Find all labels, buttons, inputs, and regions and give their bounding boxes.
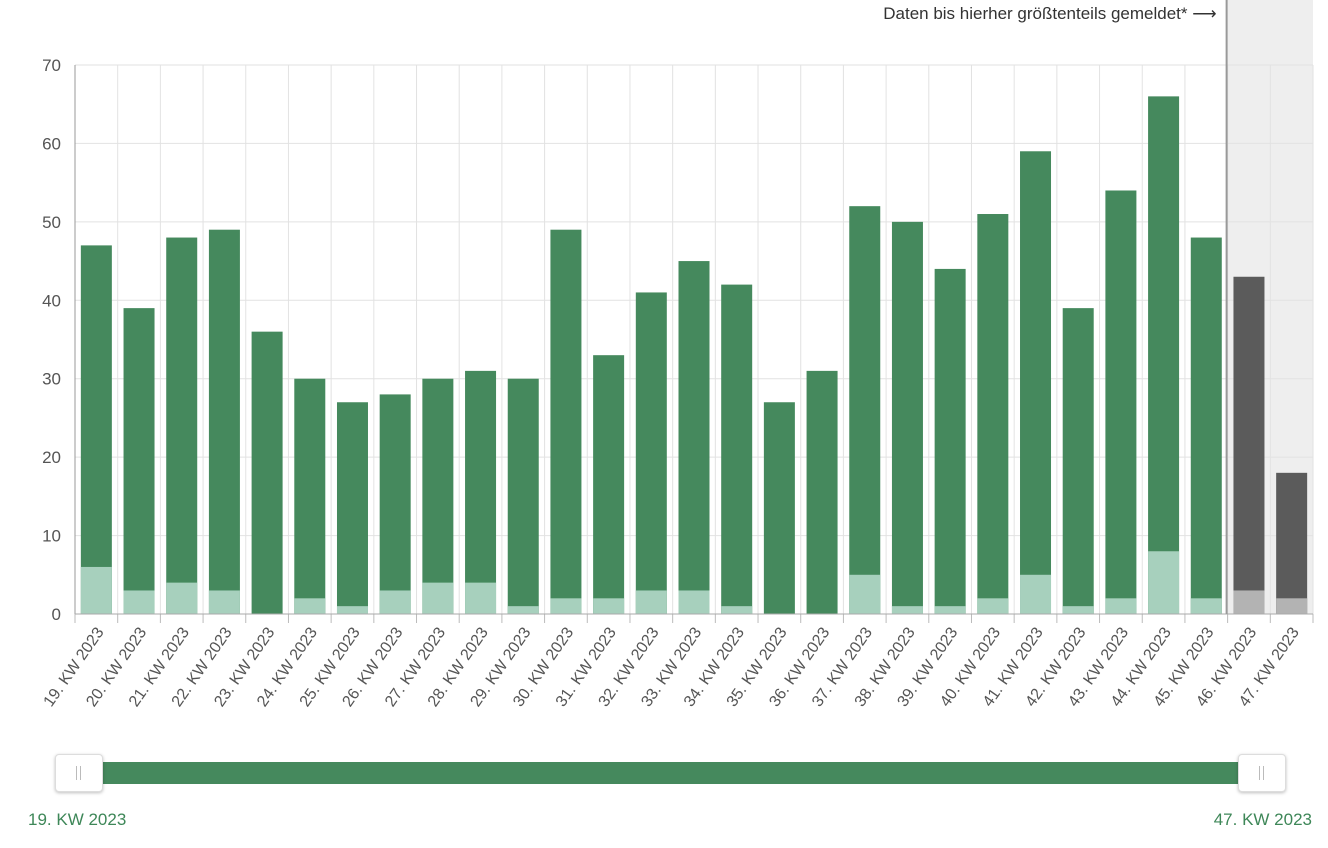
bar-total bbox=[123, 308, 155, 614]
y-tick-label: 0 bbox=[52, 605, 61, 624]
bar-total bbox=[763, 402, 795, 614]
y-tick-label: 60 bbox=[42, 134, 61, 153]
bar-lower-segment bbox=[507, 606, 539, 614]
bar-total bbox=[166, 237, 198, 615]
range-end-label: 47. KW 2023 bbox=[1213, 810, 1312, 829]
bar-lower-segment bbox=[166, 582, 198, 614]
bar-total bbox=[977, 214, 1009, 614]
bar-total bbox=[550, 229, 582, 614]
bar-total bbox=[379, 394, 411, 614]
bar-lower-segment bbox=[721, 606, 753, 614]
range-start-handle[interactable] bbox=[55, 754, 103, 792]
range-start-label: 19. KW 2023 bbox=[28, 810, 127, 829]
bar-total bbox=[1276, 472, 1308, 614]
bar-lower-segment bbox=[891, 606, 923, 614]
bar-total bbox=[849, 206, 881, 614]
y-tick-label: 40 bbox=[42, 291, 61, 310]
bar-lower-segment bbox=[550, 598, 582, 614]
bar-lower-segment bbox=[977, 598, 1009, 614]
bar-lower-segment bbox=[1190, 598, 1222, 614]
bar-total bbox=[1020, 151, 1052, 614]
bar-lower-segment bbox=[1276, 598, 1308, 614]
bar-lower-segment bbox=[1105, 598, 1137, 614]
bar-lower-segment bbox=[422, 582, 454, 614]
bar-lower-segment bbox=[635, 590, 667, 614]
reporting-annotation: Daten bis hierher größtenteils gemeldet*… bbox=[883, 4, 1216, 23]
bar-total bbox=[422, 378, 454, 614]
bar-total bbox=[806, 370, 838, 614]
bar-lower-segment bbox=[123, 590, 155, 614]
bar-lower-segment bbox=[379, 590, 411, 614]
range-end-handle[interactable] bbox=[1238, 754, 1286, 792]
bar-lower-segment bbox=[1148, 551, 1180, 614]
y-tick-label: 30 bbox=[42, 370, 61, 389]
y-tick-label: 50 bbox=[42, 213, 61, 232]
bar-total bbox=[294, 378, 326, 614]
grip-line-icon bbox=[80, 766, 81, 780]
y-tick-label: 20 bbox=[42, 448, 61, 467]
grip-line-icon bbox=[1259, 766, 1260, 780]
bar-lower-segment bbox=[208, 590, 240, 614]
bar-total bbox=[1190, 237, 1222, 615]
bar-lower-segment bbox=[934, 606, 966, 614]
bar-lower-segment bbox=[1233, 590, 1265, 614]
bar-total bbox=[635, 292, 667, 614]
bar-lower-segment bbox=[849, 574, 881, 614]
bar-lower-segment bbox=[294, 598, 326, 614]
bar-lower-segment bbox=[80, 566, 112, 614]
bar-total bbox=[678, 261, 710, 614]
range-slider-track[interactable] bbox=[78, 762, 1262, 784]
bar-lower-segment bbox=[1020, 574, 1052, 614]
bar-lower-segment bbox=[1062, 606, 1094, 614]
bar-total bbox=[465, 370, 497, 614]
bar-total bbox=[1105, 190, 1137, 614]
bar-lower-segment bbox=[678, 590, 710, 614]
bar-total bbox=[80, 245, 112, 614]
bar-lower-segment bbox=[465, 582, 497, 614]
bar-total bbox=[1233, 276, 1265, 614]
bar-total bbox=[934, 268, 966, 614]
bar-total bbox=[1062, 308, 1094, 614]
bar-lower-segment bbox=[593, 598, 625, 614]
bar-total bbox=[251, 331, 283, 614]
bar-total bbox=[891, 221, 923, 614]
y-tick-label: 70 bbox=[42, 56, 61, 75]
bar-total bbox=[208, 229, 240, 614]
bar-total bbox=[507, 378, 539, 614]
bar-total bbox=[593, 355, 625, 614]
grip-line-icon bbox=[1263, 766, 1264, 780]
bar-total bbox=[721, 284, 753, 614]
y-tick-label: 10 bbox=[42, 527, 61, 546]
bar-lower-segment bbox=[336, 606, 368, 614]
grip-line-icon bbox=[76, 766, 77, 780]
bar-total bbox=[336, 402, 368, 614]
bar-total bbox=[1148, 96, 1180, 614]
bars bbox=[80, 96, 1308, 615]
